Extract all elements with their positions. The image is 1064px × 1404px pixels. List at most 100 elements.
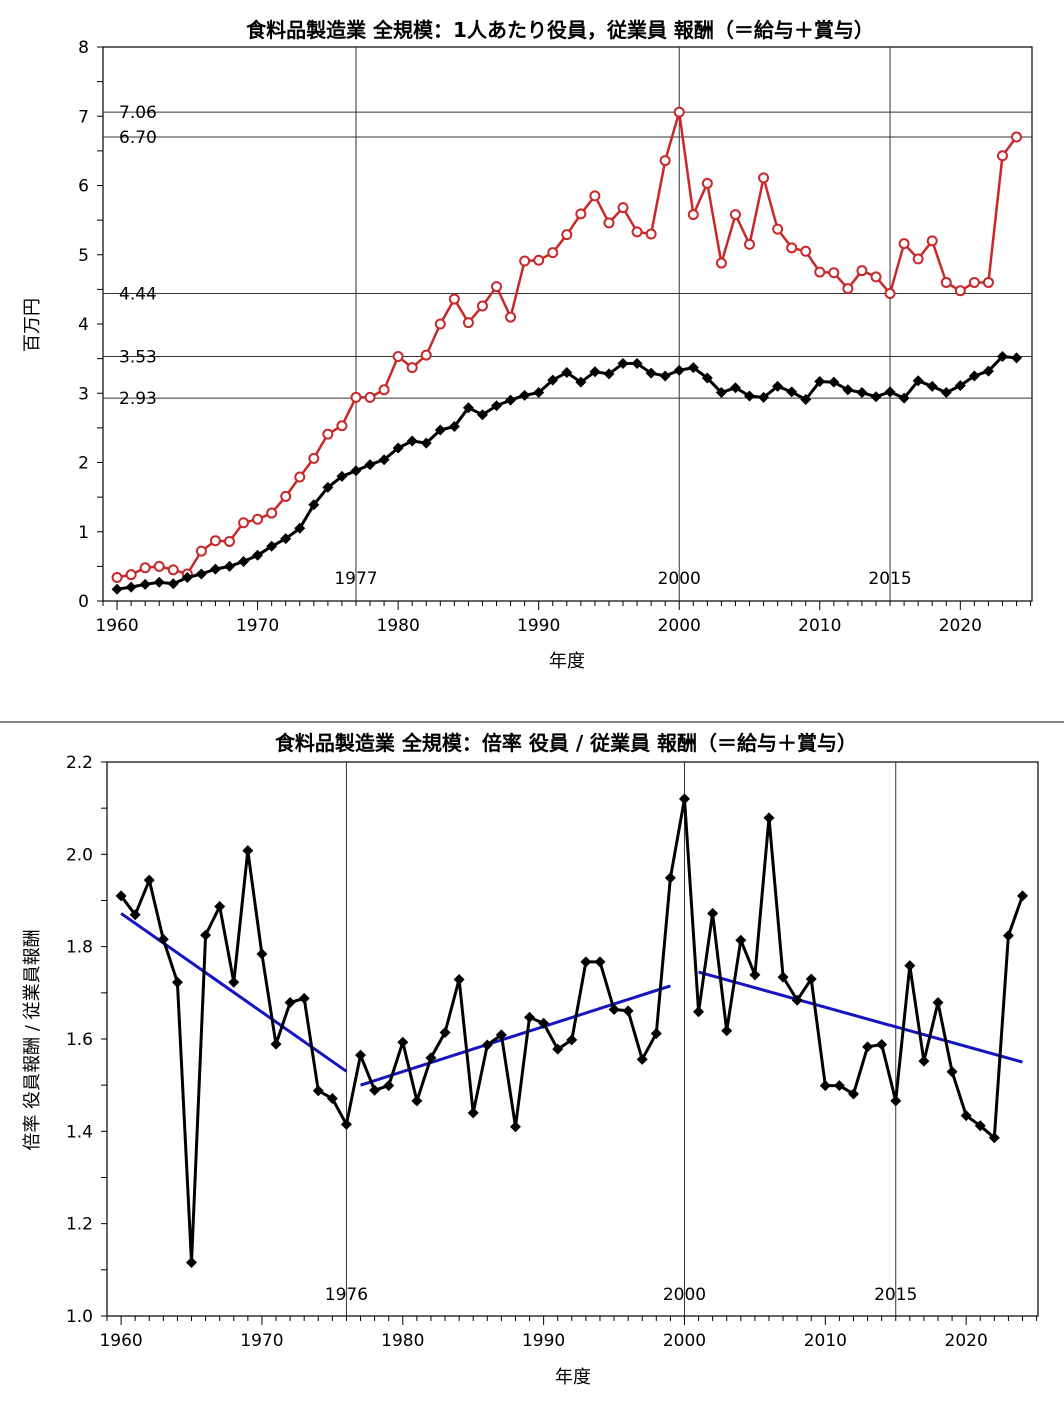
data-point (129, 909, 141, 921)
data-point (735, 934, 747, 946)
data-point (968, 276, 980, 288)
data-point (650, 1027, 662, 1039)
data-point (721, 1025, 733, 1037)
data-point (280, 533, 292, 545)
data-point (758, 172, 770, 184)
data-point (223, 535, 235, 547)
data-point (791, 994, 803, 1006)
x-tick-label: 1970 (236, 616, 279, 636)
data-point (890, 1095, 902, 1107)
data-point (561, 229, 573, 241)
data-point (298, 992, 310, 1004)
data-point (631, 226, 643, 238)
data-point (425, 1052, 437, 1064)
data-point (603, 217, 615, 229)
data-point (575, 376, 587, 388)
data-point (434, 318, 446, 330)
data-point (954, 285, 966, 297)
data-point (645, 367, 657, 379)
data-point (946, 1066, 958, 1078)
x-tick-label: 2010 (804, 1331, 847, 1351)
reference-hline-label: 3.53 (119, 348, 157, 368)
data-point (819, 1080, 831, 1092)
data-point (115, 890, 127, 902)
data-point (505, 311, 517, 323)
data-point (266, 507, 278, 519)
data-point (143, 874, 155, 886)
data-point (828, 376, 840, 388)
data-point (918, 1055, 930, 1067)
data-point (476, 409, 488, 421)
data-point (729, 382, 741, 394)
data-point (954, 380, 966, 392)
data-point (171, 976, 183, 988)
x-tick-label: 2000 (663, 1331, 706, 1351)
data-point (1011, 352, 1023, 364)
data-point (350, 465, 362, 477)
data-point (580, 956, 592, 968)
data-point (884, 386, 896, 398)
data-point (519, 389, 531, 401)
series-line (116, 355, 1017, 591)
data-point (364, 391, 376, 403)
data-point (876, 1039, 888, 1051)
data-point (636, 1053, 648, 1065)
data-point (659, 155, 671, 167)
data-point (996, 351, 1008, 363)
data-point (181, 571, 193, 583)
data-point (434, 424, 446, 436)
data-point (701, 372, 713, 384)
data-point (322, 481, 334, 493)
data-point (898, 238, 910, 250)
data-point (308, 499, 320, 511)
data-point (186, 1256, 198, 1268)
y-tick-label: 1.6 (66, 1030, 93, 1050)
data-point (996, 150, 1008, 162)
data-point (715, 257, 727, 269)
data-point (167, 564, 179, 576)
data-point (968, 370, 980, 382)
x-axis-label-bottom: 年度 (555, 1367, 591, 1388)
data-point (153, 560, 165, 572)
data-point (932, 997, 944, 1009)
data-point (200, 929, 212, 941)
data-point (870, 271, 882, 283)
data-point (476, 300, 488, 312)
data-point (312, 1085, 324, 1097)
data-point (491, 400, 503, 412)
data-point (617, 202, 629, 214)
data-point (252, 549, 264, 561)
y-tick-label: 6 (78, 177, 89, 197)
x-tick-label: 1980 (381, 1331, 424, 1351)
data-point (940, 276, 952, 288)
x-tick-label: 1980 (377, 616, 420, 636)
data-point (926, 235, 938, 247)
data-point (763, 812, 775, 824)
data-point (974, 1120, 986, 1132)
data-point (462, 402, 474, 414)
y-axis-label-bottom: 倍率 役員報酬 / 従業員報酬 (22, 929, 43, 1150)
y-tick-label: 4 (78, 315, 89, 335)
data-point (814, 375, 826, 387)
x-tick-label: 2020 (939, 616, 982, 636)
data-point (982, 276, 994, 288)
data-point (195, 545, 207, 557)
data-point (552, 1043, 564, 1055)
data-point (369, 1084, 381, 1096)
data-point (575, 208, 587, 220)
data-point (701, 177, 713, 189)
data-point (664, 872, 676, 884)
data-point (659, 370, 671, 382)
reference-vline-label: 2015 (874, 1285, 917, 1305)
data-point (805, 973, 817, 985)
data-point (814, 266, 826, 278)
plot-bottom: 1960 1970 1980 1990 2000 2010 2020 1.0 1.2 1.4 1.6… (66, 753, 1039, 1351)
data-point (467, 1107, 479, 1119)
y-tick-label: 2.0 (66, 845, 93, 865)
data-point (378, 384, 390, 396)
data-point (322, 428, 334, 440)
data-point (223, 560, 235, 572)
reference-vline-label: 2000 (658, 569, 701, 589)
data-point (870, 391, 882, 403)
